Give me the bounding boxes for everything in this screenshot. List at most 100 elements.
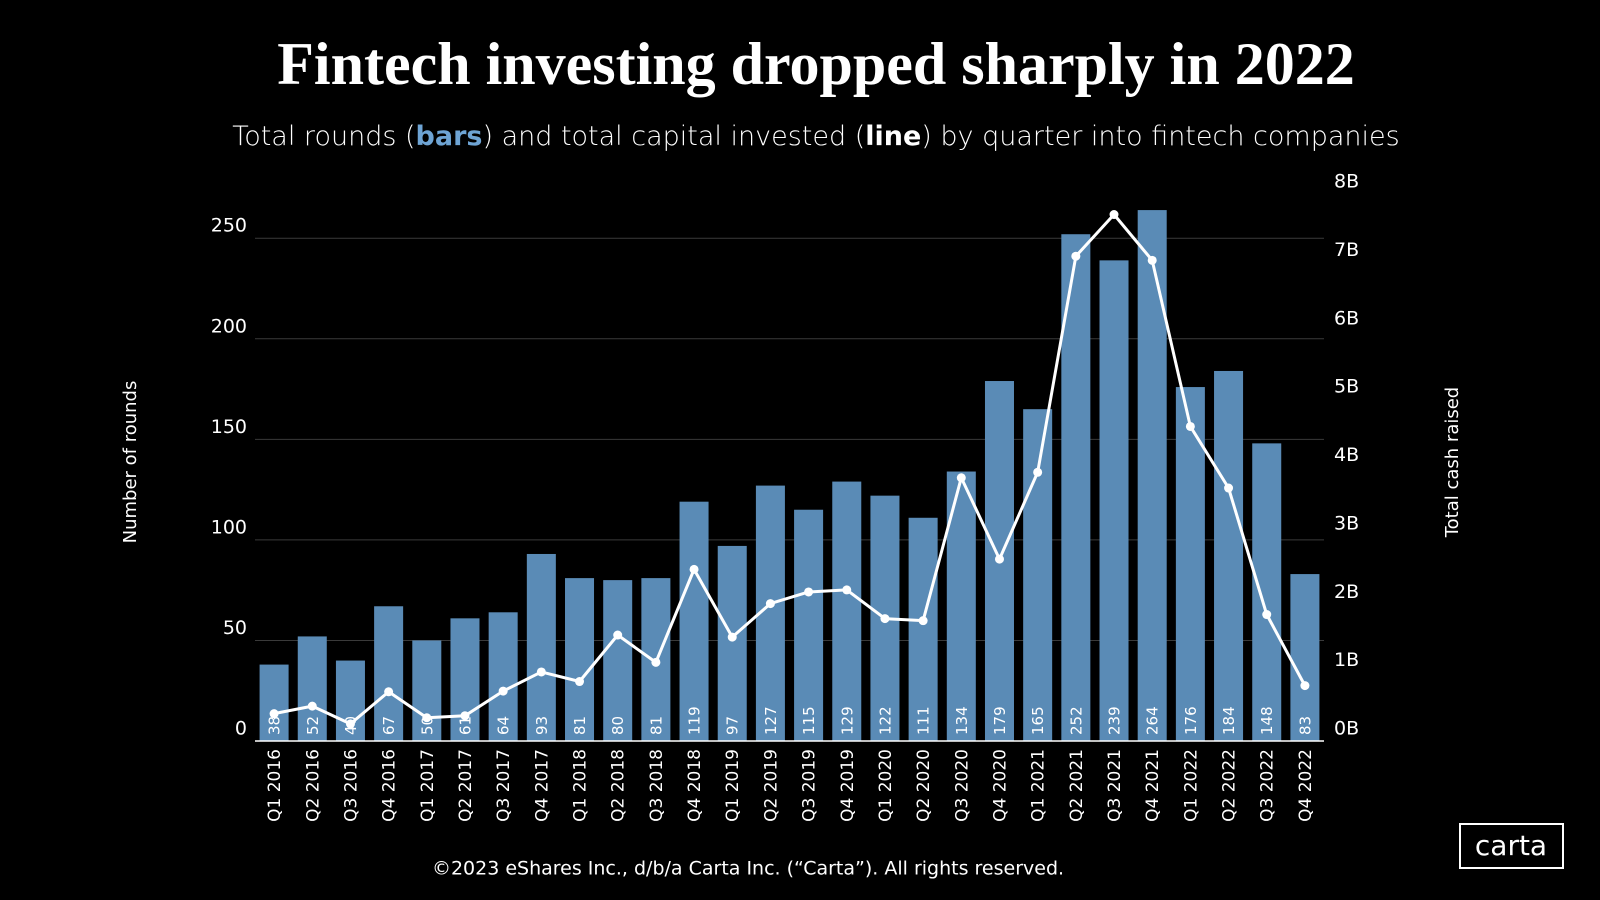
bar bbox=[679, 501, 709, 741]
y-tick-label: 150 bbox=[211, 416, 247, 438]
x-tick-label: Q1 2019 bbox=[723, 749, 743, 822]
line-point bbox=[994, 554, 1004, 564]
line-point bbox=[1224, 483, 1234, 493]
subtitle-part: line bbox=[865, 121, 921, 152]
x-tick-label: Q4 2022 bbox=[1296, 749, 1316, 822]
bar bbox=[297, 636, 327, 741]
y2-tick-label: 5B bbox=[1334, 376, 1359, 398]
x-tick-label: Q3 2019 bbox=[800, 749, 820, 822]
bar-value-label: 50 bbox=[418, 716, 436, 735]
y-tick-label: 100 bbox=[211, 516, 247, 538]
bar bbox=[1214, 370, 1244, 741]
x-tick-label: Q4 2017 bbox=[532, 749, 552, 822]
chart-subtitle: Total rounds (bars) and total capital in… bbox=[232, 121, 1399, 152]
line-point bbox=[575, 677, 585, 687]
line-point bbox=[269, 709, 279, 719]
line-point bbox=[536, 667, 546, 677]
subtitle-part: bars bbox=[416, 121, 483, 152]
bar bbox=[526, 553, 556, 741]
bar-value-label: 252 bbox=[1067, 706, 1085, 735]
line-point bbox=[1109, 210, 1119, 220]
bar bbox=[259, 664, 289, 741]
x-tick-label: Q3 2020 bbox=[952, 749, 972, 822]
bar-value-label: 64 bbox=[495, 716, 513, 735]
line-point bbox=[651, 657, 661, 667]
line-point bbox=[804, 587, 814, 597]
bar bbox=[488, 612, 518, 741]
x-tick-label: Q3 2021 bbox=[1105, 749, 1125, 822]
y-tick-label: 0 bbox=[235, 718, 247, 740]
bar-value-label: 119 bbox=[686, 706, 704, 735]
bar bbox=[908, 517, 938, 741]
x-tick-label: Q2 2021 bbox=[1067, 749, 1087, 822]
x-tick-label: Q2 2019 bbox=[761, 749, 781, 822]
line-point bbox=[1262, 610, 1272, 620]
line-point bbox=[422, 713, 432, 723]
line-point bbox=[1033, 467, 1043, 477]
bar-value-label: 38 bbox=[266, 716, 284, 735]
y2-axis-label: Total cash raised bbox=[1442, 387, 1463, 539]
bar-value-label: 80 bbox=[609, 716, 627, 735]
bar-value-label: 129 bbox=[838, 706, 856, 735]
bar-value-label: 122 bbox=[876, 706, 894, 735]
x-tick-label: Q4 2019 bbox=[838, 749, 858, 822]
bar bbox=[1023, 409, 1053, 741]
line-point bbox=[460, 711, 470, 721]
bar-value-label: 179 bbox=[991, 706, 1009, 735]
bar bbox=[1175, 387, 1205, 741]
bar bbox=[1252, 443, 1282, 741]
bar bbox=[374, 606, 404, 741]
bar bbox=[794, 509, 824, 741]
x-tick-label: Q3 2022 bbox=[1258, 749, 1278, 822]
line-point bbox=[918, 616, 928, 626]
subtitle-part: ) by quarter into fintech companies bbox=[921, 121, 1399, 152]
x-tick-label: Q3 2017 bbox=[494, 749, 514, 822]
line-point bbox=[880, 614, 890, 624]
x-tick-label: Q1 2017 bbox=[418, 749, 438, 822]
line-point bbox=[613, 630, 623, 640]
x-tick-label: Q2 2018 bbox=[609, 749, 629, 822]
line-point bbox=[1300, 681, 1310, 691]
line-point bbox=[689, 564, 699, 574]
bar-value-label: 52 bbox=[304, 716, 322, 735]
line-point bbox=[1185, 421, 1195, 431]
x-tick-label: Q1 2022 bbox=[1181, 749, 1201, 822]
line-point bbox=[307, 701, 317, 711]
line-point bbox=[842, 585, 852, 595]
logo-box bbox=[1459, 823, 1564, 869]
subtitle-part: ) and total capital invested ( bbox=[482, 121, 865, 152]
x-tick-label: Q3 2018 bbox=[647, 749, 667, 822]
y2-tick-label: 4B bbox=[1334, 444, 1359, 466]
y-tick-label: 50 bbox=[223, 617, 247, 639]
bar-value-label: 148 bbox=[1258, 706, 1276, 735]
x-tick-label: Q4 2020 bbox=[990, 749, 1010, 822]
bar bbox=[1137, 210, 1167, 741]
y2-tick-label: 2B bbox=[1334, 581, 1359, 603]
y2-tick-label: 6B bbox=[1334, 307, 1359, 329]
line-point bbox=[384, 687, 394, 697]
y2-tick-label: 3B bbox=[1334, 512, 1359, 534]
bar bbox=[603, 580, 633, 741]
bar bbox=[565, 578, 595, 741]
line-point bbox=[956, 473, 966, 483]
bar-value-label: 81 bbox=[647, 716, 665, 735]
x-tick-label: Q4 2016 bbox=[380, 749, 400, 822]
line-point bbox=[765, 599, 775, 609]
y-tick-label: 250 bbox=[211, 215, 247, 237]
bar-value-label: 127 bbox=[762, 706, 780, 735]
x-tick-label: Q3 2016 bbox=[341, 749, 361, 822]
bar-value-label: 115 bbox=[800, 706, 818, 735]
line-point bbox=[727, 632, 737, 642]
line bbox=[273, 213, 1307, 726]
bar-value-label: 176 bbox=[1182, 706, 1200, 735]
bar bbox=[1290, 574, 1320, 741]
bar-value-label: 83 bbox=[1296, 716, 1314, 735]
x-tick-label: Q1 2018 bbox=[571, 749, 591, 822]
y2-tick-label: 1B bbox=[1334, 649, 1359, 671]
chart-title: Fintech investing dropped sharply in 202… bbox=[277, 31, 1354, 97]
bar-value-label: 111 bbox=[915, 706, 933, 735]
x-tick-label: Q1 2016 bbox=[265, 749, 285, 822]
x-tick-label: Q1 2020 bbox=[876, 749, 896, 822]
y2-tick-label: 8B bbox=[1334, 171, 1359, 193]
